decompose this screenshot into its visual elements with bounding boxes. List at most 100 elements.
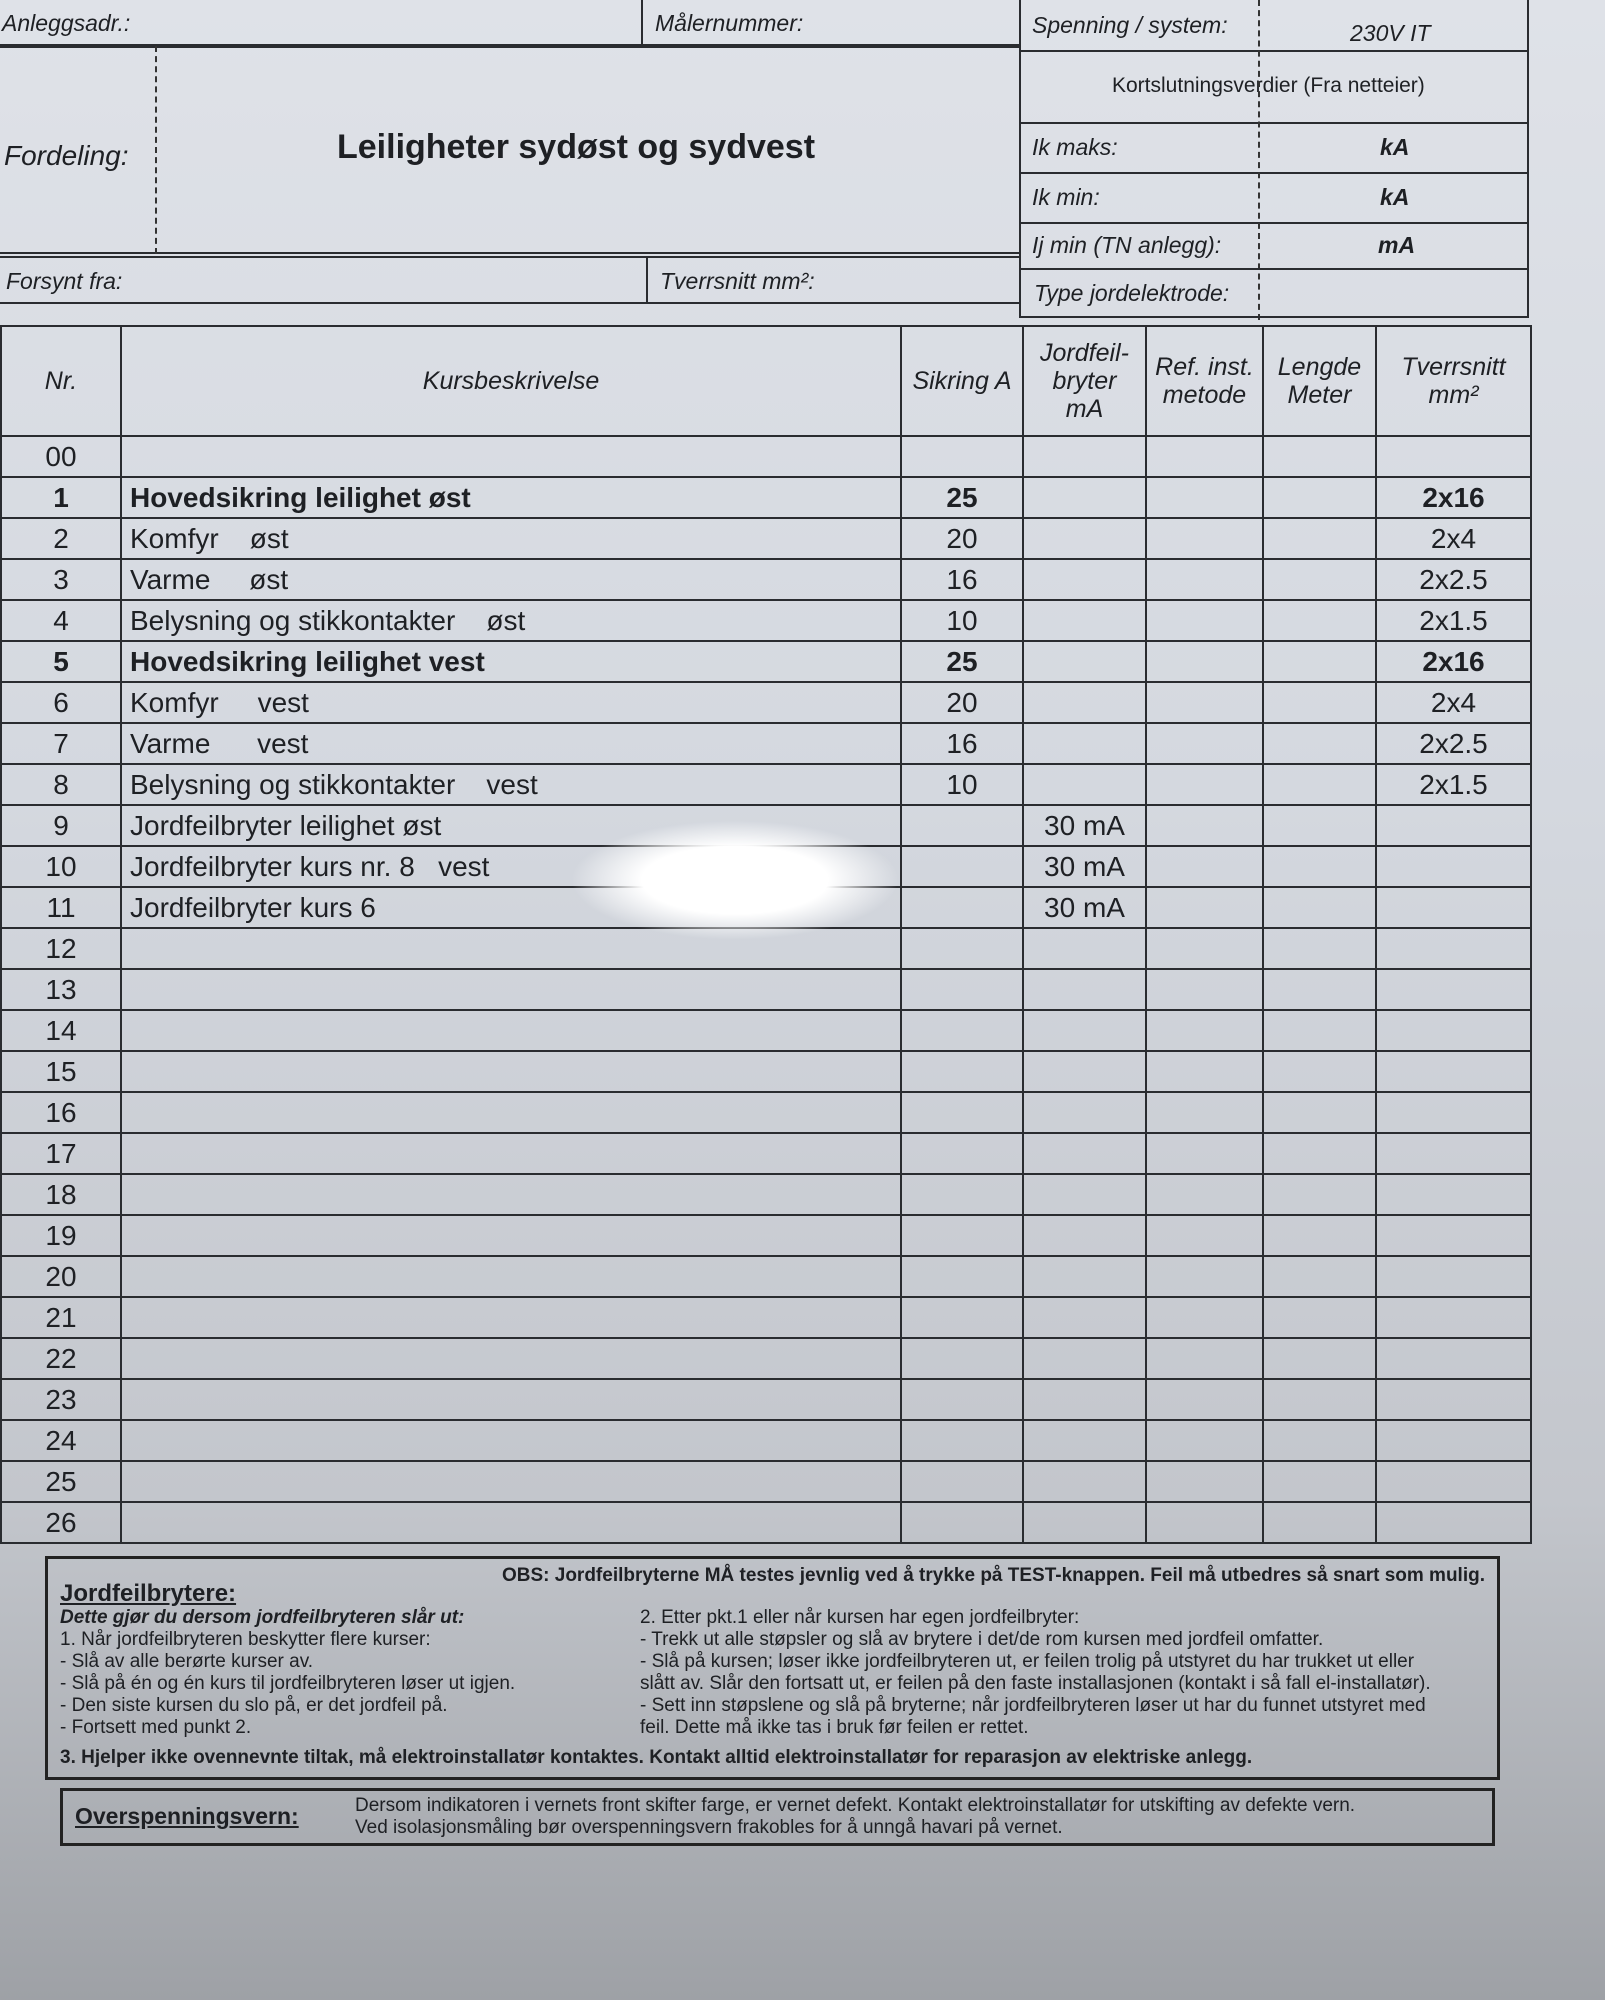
row-lengde (1262, 845, 1377, 888)
row-sikring (900, 1296, 1024, 1339)
row-description (120, 1214, 902, 1257)
row-jordfeil (1022, 1337, 1147, 1380)
table-row: 2 Komfyr øst 20 2x4 (0, 517, 1532, 560)
table-row: 22 (0, 1337, 1532, 1380)
info-obs: OBS: Jordfeilbryterne MÅ testes jevnlig … (501, 1565, 1485, 1586)
table-row: 15 (0, 1050, 1532, 1093)
row-sikring (900, 435, 1024, 478)
row-nr: 8 (0, 763, 122, 806)
row-ref (1145, 640, 1264, 683)
row-nr: 20 (0, 1255, 122, 1298)
row-jordfeil (1022, 599, 1147, 642)
info-line: - Fortsett med punkt 2. (60, 1717, 252, 1738)
circuit-table: Nr. Kursbeskrivelse Sikring A Jordfeil-b… (0, 325, 1532, 1544)
row-tverrsnitt (1375, 1009, 1532, 1052)
col-tverrsnitt: Tverrsnitt mm² (1375, 325, 1532, 437)
row-ref (1145, 1214, 1264, 1257)
row-description (120, 1501, 902, 1544)
row-description: Varme vest (120, 722, 902, 765)
row-ref (1145, 1009, 1264, 1052)
table-row: 18 (0, 1173, 1532, 1216)
row-tverrsnitt (1375, 886, 1532, 929)
row-lengde (1262, 1419, 1377, 1462)
form-body: Nr. Kursbeskrivelse Sikring A Jordfeil-b… (0, 325, 1532, 1846)
row-description: Hovedsikring leilighet vest (120, 640, 902, 683)
table-row: 23 (0, 1378, 1532, 1421)
row-tverrsnitt: 2x4 (1375, 681, 1532, 724)
row-description (120, 1255, 902, 1298)
row-sikring (900, 1460, 1024, 1503)
row-lengde (1262, 599, 1377, 642)
row-jordfeil (1022, 1091, 1147, 1134)
row-ref (1145, 1378, 1264, 1421)
row-ref (1145, 1296, 1264, 1339)
table-row: 17 (0, 1132, 1532, 1175)
table-row: 12 (0, 927, 1532, 970)
row-sikring (900, 1501, 1024, 1544)
row-tverrsnitt (1375, 1296, 1532, 1339)
row-description: Varme øst (120, 558, 902, 601)
kortslutning-label: Kortslutningsverdier (Fra netteier) (1112, 74, 1425, 97)
ov-line2: Ved isolasjonsmåling bør overspenningsve… (355, 1817, 1063, 1838)
row-ref (1145, 1173, 1264, 1216)
row-nr: 23 (0, 1378, 122, 1421)
row-description (120, 435, 902, 478)
info-line: - Den siste kursen du slo på, er det jor… (60, 1695, 448, 1716)
fordeling-label: Fordeling: (4, 140, 129, 171)
row-tverrsnitt (1375, 1132, 1532, 1175)
row-lengde (1262, 927, 1377, 970)
row-jordfeil (1022, 1378, 1147, 1421)
row-tverrsnitt: 2x1.5 (1375, 763, 1532, 806)
table-row: 24 (0, 1419, 1532, 1462)
row-lengde (1262, 1173, 1377, 1216)
info-line: 2. Etter pkt.1 eller når kursen har egen… (640, 1607, 1080, 1628)
row-tverrsnitt (1375, 1378, 1532, 1421)
row-nr: 1 (0, 476, 122, 519)
row-tverrsnitt (1375, 1460, 1532, 1503)
form-header: Anleggsadr.: Målernummer: Spenning / sys… (0, 0, 1530, 320)
table-header: Nr. Kursbeskrivelse Sikring A Jordfeil-b… (0, 325, 1532, 437)
row-sikring (900, 1132, 1024, 1175)
row-sikring (900, 968, 1024, 1011)
row-lengde (1262, 1296, 1377, 1339)
row-tverrsnitt (1375, 1214, 1532, 1257)
row-tverrsnitt (1375, 1255, 1532, 1298)
row-tverrsnitt (1375, 927, 1532, 970)
row-nr: 15 (0, 1050, 122, 1093)
row-jordfeil (1022, 722, 1147, 765)
table-row: 7 Varme vest 16 2x2.5 (0, 722, 1532, 765)
info-point3: 3. Hjelper ikke ovennevnte tiltak, må el… (60, 1747, 1253, 1768)
row-sikring (900, 1091, 1024, 1134)
row-tverrsnitt (1375, 1419, 1532, 1462)
row-description (120, 1337, 902, 1380)
malernummer-label: Målernummer: (655, 10, 804, 36)
row-ref (1145, 1255, 1264, 1298)
table-row: 21 (0, 1296, 1532, 1339)
row-ref (1145, 1050, 1264, 1093)
row-nr: 26 (0, 1501, 122, 1544)
row-jordfeil (1022, 927, 1147, 970)
row-tverrsnitt: 2x16 (1375, 640, 1532, 683)
row-nr: 6 (0, 681, 122, 724)
row-nr: 25 (0, 1460, 122, 1503)
table-row: 16 (0, 1091, 1532, 1134)
row-nr: 13 (0, 968, 122, 1011)
table-row: 8 Belysning og stikkontakter vest 10 2x1.5 (0, 763, 1532, 806)
info-title: Jordfeilbrytere: (60, 1580, 237, 1607)
row-tverrsnitt (1375, 804, 1532, 847)
row-nr: 24 (0, 1419, 122, 1462)
info-line: - Trekk ut alle støpsler og slå av bryte… (640, 1629, 1324, 1650)
row-ref (1145, 476, 1264, 519)
row-ref (1145, 927, 1264, 970)
row-sikring (900, 804, 1024, 847)
table-row: 4 Belysning og stikkontakter øst 10 2x1.5 (0, 599, 1532, 642)
row-sikring (900, 1255, 1024, 1298)
row-ref (1145, 599, 1264, 642)
row-ref (1145, 845, 1264, 888)
overspenningsvern-info: Overspenningsvern: Dersom indikatoren i … (60, 1788, 1495, 1846)
row-lengde (1262, 804, 1377, 847)
row-nr: 12 (0, 927, 122, 970)
table-row: 19 (0, 1214, 1532, 1257)
table-row: 1 Hovedsikring leilighet øst 25 2x16 (0, 476, 1532, 519)
row-nr: 10 (0, 845, 122, 888)
